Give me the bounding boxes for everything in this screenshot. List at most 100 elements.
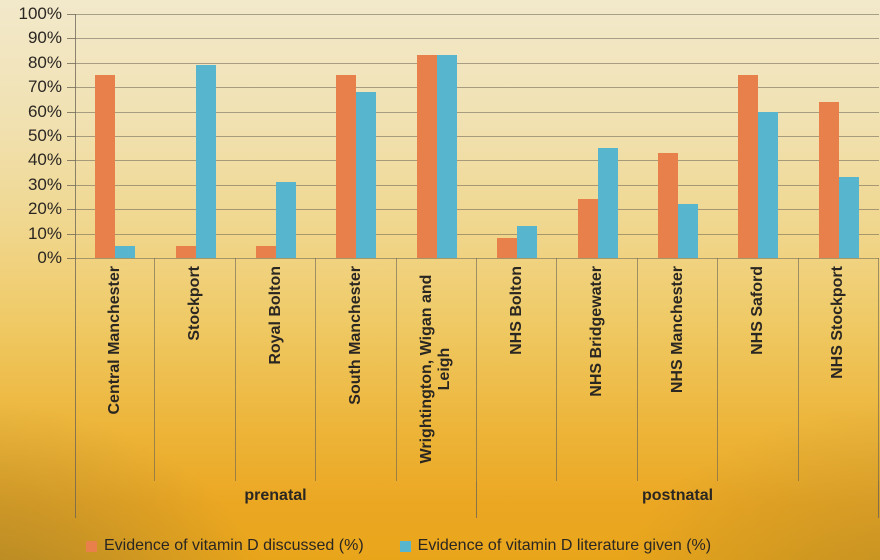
y-tick-mark xyxy=(67,136,75,137)
gridline xyxy=(75,87,879,89)
bar-series1-3 xyxy=(356,92,377,258)
y-tick-mark xyxy=(67,258,75,259)
bar-series0-5 xyxy=(497,238,518,258)
category-column xyxy=(316,14,396,258)
group-axis: prenatal postnatal xyxy=(75,481,879,518)
gridline xyxy=(75,233,879,235)
category-column xyxy=(155,14,235,258)
category-label-rotator: Central Manchester xyxy=(75,258,155,481)
legend-item-discussed: Evidence of vitamin D discussed (%) xyxy=(86,537,364,555)
y-tick-mark xyxy=(67,38,75,40)
category-label-cell: Wrightington, Wigan and Leigh xyxy=(396,258,478,481)
bar-series0-1 xyxy=(175,245,196,258)
category-label-rotator: Stockport xyxy=(155,258,235,481)
category-label-cell: NHS Bolton xyxy=(477,258,558,481)
category-label-rotator: NHS Bolton xyxy=(477,258,557,481)
bar-series0-3 xyxy=(336,75,357,258)
bar-series1-2 xyxy=(275,182,296,258)
category-column xyxy=(638,14,718,258)
category-label-cell: NHS Saford xyxy=(718,258,799,481)
group-label: postnatal xyxy=(641,487,714,504)
category-label: NHS Bolton xyxy=(507,266,525,355)
y-axis-line xyxy=(75,14,76,518)
y-tick-label: 60% xyxy=(27,101,62,121)
category-label-cell: NHS Manchester xyxy=(638,258,719,481)
category-label-cell: Royal Bolton xyxy=(236,258,317,481)
bar-series1-7 xyxy=(677,204,698,258)
category-column xyxy=(799,14,879,258)
category-label-rotator: NHS Stockport xyxy=(798,258,878,481)
legend-label: Evidence of vitamin D discussed (%) xyxy=(104,537,364,554)
legend-item-literature: Evidence of vitamin D literature given (… xyxy=(399,537,712,555)
gridline xyxy=(75,14,879,15)
y-tick-mark xyxy=(67,160,75,162)
bar-series1-4 xyxy=(436,55,457,258)
y-tick-label: 10% xyxy=(27,223,62,243)
category-label: Stockport xyxy=(186,266,204,341)
y-tick-label: 70% xyxy=(27,77,62,97)
plot-area xyxy=(75,14,879,259)
gridline xyxy=(75,209,879,211)
bar-series0-6 xyxy=(577,199,598,258)
category-label-rotator: Royal Bolton xyxy=(236,258,316,481)
gridline xyxy=(75,160,879,162)
category-label-cell: South Manchester xyxy=(316,258,397,481)
category-label-rotator: NHS Saford xyxy=(718,258,798,481)
y-tick-label: 40% xyxy=(27,150,62,170)
bar-series1-8 xyxy=(758,111,779,258)
bar-series0-2 xyxy=(255,245,276,258)
gridline xyxy=(75,38,879,40)
bar-series1-1 xyxy=(195,65,216,258)
gridline xyxy=(75,136,879,137)
category-column xyxy=(397,14,477,258)
y-tick-label: 90% xyxy=(27,28,62,48)
category-label-cell: Central Manchester xyxy=(75,258,156,481)
y-tick-label: 100% xyxy=(18,4,62,23)
category-axis: Central Manchester Stockport Royal Bolton S… xyxy=(75,258,880,481)
category-label-rotator: Wrightington, Wigan and Leigh xyxy=(396,258,476,481)
y-tick-label: 20% xyxy=(27,199,62,219)
category-label: NHS Saford xyxy=(749,266,766,355)
group-label-postnatal: postnatal xyxy=(477,481,879,518)
legend-label: Evidence of vitamin D literature given (… xyxy=(417,537,712,554)
y-tick-mark xyxy=(67,233,75,235)
category-column xyxy=(718,14,798,258)
category-label: Royal Bolton xyxy=(266,266,284,365)
y-tick-label: 50% xyxy=(27,126,62,145)
category-column xyxy=(75,14,155,258)
category-label-cell: NHS Bridgewater xyxy=(557,258,638,481)
bar-series0-4 xyxy=(416,55,437,258)
category-label: NHS Manchester xyxy=(668,266,686,394)
category-label: NHS Bridgewater xyxy=(588,266,606,397)
bar-series0-7 xyxy=(657,153,678,258)
gridline xyxy=(75,111,879,113)
y-tick-mark xyxy=(67,62,75,64)
bar-series0-8 xyxy=(738,75,759,258)
category-label-rotator: NHS Bridgewater xyxy=(557,258,637,481)
y-tick-mark xyxy=(67,184,75,186)
category-label-rotator: NHS Manchester xyxy=(638,258,718,481)
bar-series1-5 xyxy=(517,226,538,258)
category-label-cell: NHS Stockport xyxy=(798,258,880,481)
category-label-rotator: South Manchester xyxy=(316,258,396,481)
category-label-cell: Stockport xyxy=(155,258,236,481)
gridline xyxy=(75,62,879,64)
bar-series1-0 xyxy=(115,245,136,258)
category-column xyxy=(236,14,316,258)
y-tick-label: 30% xyxy=(27,174,62,194)
gridline xyxy=(75,184,879,186)
group-label: prenatal xyxy=(244,487,307,504)
category-label: Central Manchester xyxy=(105,266,123,415)
category-label: NHS Stockport xyxy=(829,266,847,379)
y-tick-label: 0% xyxy=(37,248,62,267)
category-column xyxy=(557,14,637,258)
y-tick-mark xyxy=(67,111,75,113)
legend-swatch-literature xyxy=(399,540,411,552)
bar-series0-0 xyxy=(95,75,116,258)
y-tick-mark xyxy=(67,87,75,89)
category-label: Wrightington, Wigan and Leigh xyxy=(418,274,454,464)
y-tick-label: 80% xyxy=(27,52,62,72)
y-tick-mark xyxy=(67,14,75,15)
category-label: South Manchester xyxy=(346,266,364,405)
